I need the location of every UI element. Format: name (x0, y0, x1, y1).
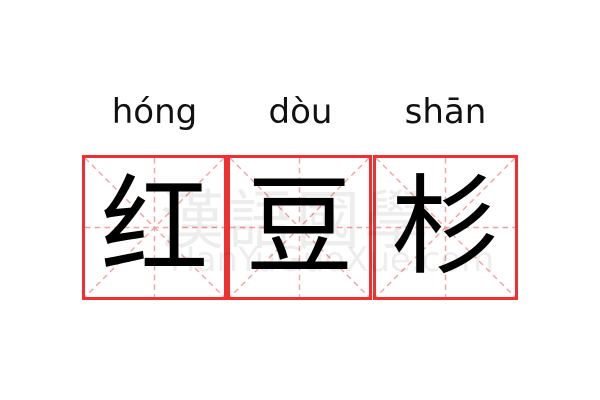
pinyin-2: dòu (268, 92, 333, 132)
pinyin-1: hóng (111, 92, 198, 132)
character-cell: 红 (82, 155, 227, 300)
pinyin-3: shān (404, 92, 487, 132)
character-cell: 杉 (373, 155, 518, 300)
guide-lines (376, 158, 515, 297)
guide-lines (230, 158, 369, 297)
hanzi: 杉 (391, 164, 500, 290)
hanzi: 豆 (245, 164, 354, 290)
character-grid: 红 豆 杉 (82, 155, 518, 300)
character-cell: 豆 (227, 155, 372, 300)
guide-lines (85, 158, 224, 297)
hanzi: 红 (100, 164, 209, 290)
